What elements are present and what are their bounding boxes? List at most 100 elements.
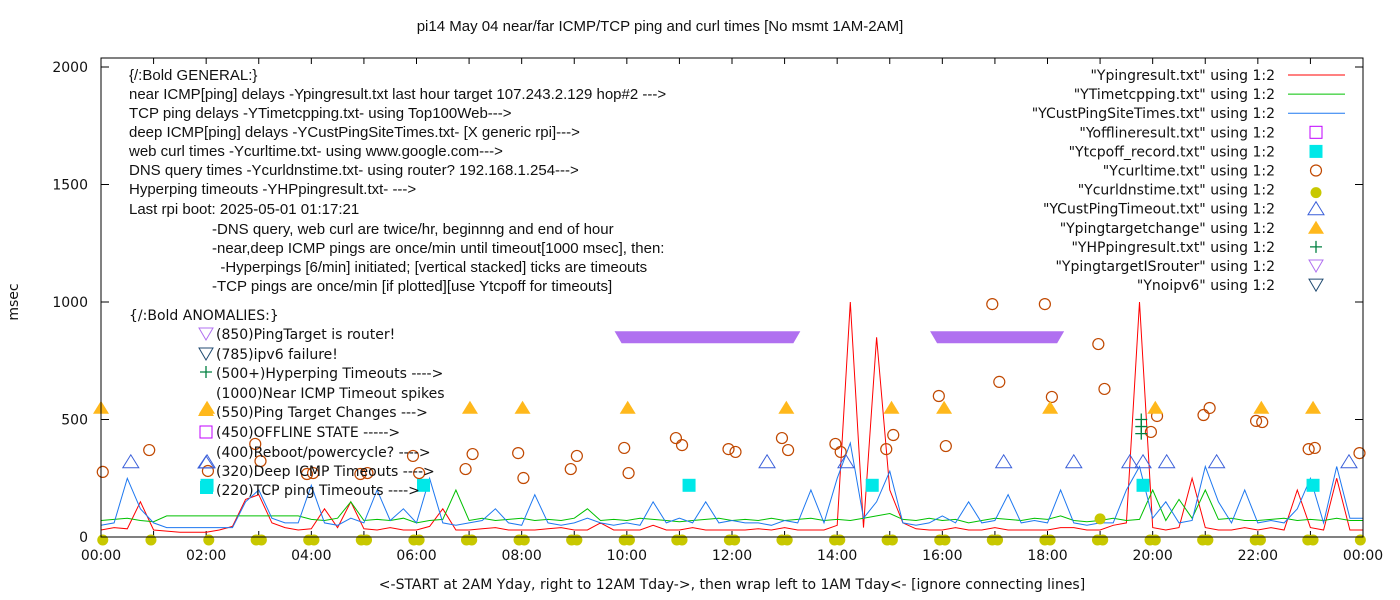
data-point <box>1203 401 1216 415</box>
legend-marker <box>1308 278 1324 293</box>
legend-label: "YHPpingresult.txt" using 1:2 <box>1071 240 1275 256</box>
general-line: near ICMP[ping] delays -Ypingresult.txt … <box>129 86 666 103</box>
x-tick-label: 06:00 <box>396 548 436 564</box>
data-point <box>413 466 426 480</box>
data-point <box>729 445 742 459</box>
data-point <box>992 534 1004 546</box>
data-point <box>829 437 842 451</box>
data-point <box>413 534 425 546</box>
data-point <box>1134 453 1152 469</box>
series-lines <box>100 301 1364 533</box>
data-point <box>1044 534 1056 546</box>
y-tick-label: 0 <box>79 530 88 546</box>
data-point <box>517 471 530 485</box>
y-tick-label: 500 <box>61 413 88 429</box>
data-point <box>622 466 635 480</box>
axis-ticks: 00:00 02:00 04:00 06:00 08:00 10:00 12:00 14:00… <box>52 58 1383 564</box>
data-point <box>1064 453 1083 469</box>
data-point <box>254 454 267 468</box>
data-point <box>406 449 420 463</box>
data-point <box>255 534 267 546</box>
legend: "Ypingresult.txt" using 1:2 "YTimetcpping… <box>1032 68 1345 294</box>
data-point <box>619 400 636 414</box>
anomalies-heading: {/:Bold ANOMALIES:} <box>129 308 279 324</box>
anomaly-item: (850)PingTarget is router! <box>216 327 395 343</box>
legend-label: "Ypingresult.txt" using 1:2 <box>1090 68 1275 84</box>
data-point <box>993 375 1006 388</box>
data-point <box>1202 534 1214 546</box>
data-point <box>994 453 1013 469</box>
legend-label: "YpingtargetISrouter" using 1:2 <box>1055 259 1275 275</box>
data-point <box>834 445 847 459</box>
general-note: -DNS query, web curl are twice/hr, begin… <box>212 221 614 238</box>
offline-square-icon <box>199 425 213 439</box>
legend-marker <box>1309 164 1323 177</box>
legend-marker <box>1310 240 1322 253</box>
legend-marker <box>1310 187 1322 199</box>
data-point <box>201 464 215 478</box>
data-point <box>570 449 583 463</box>
y-tick-label: 1000 <box>52 295 88 311</box>
anomaly-item: (400)Reboot/powercycle? ----> <box>216 445 431 461</box>
data-point <box>518 534 530 546</box>
y-axis-label: msec <box>6 283 22 320</box>
anomaly-item: (500+)Hyperping Timeouts ----> <box>216 366 443 382</box>
x-tick-label: 00:00 <box>81 548 121 564</box>
data-point <box>1308 441 1321 455</box>
data-point <box>1136 478 1150 492</box>
data-point <box>96 465 109 479</box>
data-point-range <box>930 331 1065 344</box>
data-point <box>1353 447 1366 460</box>
data-point-range <box>614 331 801 344</box>
x-tick-label: 16:00 <box>922 548 962 564</box>
x-tick-label: 14:00 <box>817 548 857 564</box>
anomaly-item: (1000)Near ICMP Timeout spikes <box>216 386 445 402</box>
data-point <box>300 467 314 481</box>
data-point <box>1144 425 1158 439</box>
custping-triangle-icon <box>197 455 215 469</box>
x-tick-label: 20:00 <box>1132 548 1172 564</box>
anomaly-annotations: {/:Bold ANOMALIES:} (850)PingTarget is r… <box>129 308 445 499</box>
x-axis-label: <-START at 2AM Yday, right to 12AM Tday-… <box>379 577 1085 593</box>
general-heading: {/:Bold GENERAL:} <box>129 67 257 84</box>
x-tick-label: 12:00 <box>712 548 752 564</box>
legend-label: "Ynoipv6" using 1:2 <box>1137 278 1275 294</box>
data-point <box>143 443 156 457</box>
data-point <box>1253 400 1270 414</box>
data-point <box>886 534 898 546</box>
series-line <box>100 301 1364 533</box>
anomaly-item: (320)Deep ICMP Timeouts ----> <box>216 464 435 480</box>
legend-marker <box>1309 125 1323 139</box>
data-point <box>675 439 689 452</box>
data-point <box>308 534 320 546</box>
anomaly-item: (450)OFFLINE STATE -----> <box>216 425 400 441</box>
data-point <box>1038 298 1051 311</box>
tcpoff-square-icon <box>200 481 213 494</box>
data-point <box>1045 390 1058 404</box>
data-point <box>306 466 320 480</box>
general-note: -near,deep ICMP pings are once/min until… <box>212 240 664 257</box>
data-point <box>1197 408 1210 422</box>
data-point <box>618 441 631 455</box>
data-point <box>1305 400 1322 414</box>
data-point <box>781 443 795 457</box>
data-point <box>1306 478 1320 492</box>
data-point <box>1042 400 1059 414</box>
data-point <box>1097 534 1109 546</box>
data-point <box>459 462 472 476</box>
data-point <box>722 443 735 456</box>
data-point <box>1135 427 1148 440</box>
data-point <box>145 534 157 546</box>
data-point <box>883 400 900 414</box>
data-point <box>932 389 945 403</box>
anomaly-item: (220)TCP ping Timeouts ----> <box>216 483 420 499</box>
data-point <box>512 447 525 460</box>
data-point <box>1340 453 1358 469</box>
legend-marker <box>1308 259 1324 273</box>
data-point <box>1149 534 1161 546</box>
data-point <box>361 534 373 546</box>
data-point <box>466 534 478 546</box>
data-point <box>361 466 374 480</box>
legend-marker <box>1309 144 1323 158</box>
chart-title: pi14 May 04 near/far ICMP/TCP ping and c… <box>417 18 904 35</box>
